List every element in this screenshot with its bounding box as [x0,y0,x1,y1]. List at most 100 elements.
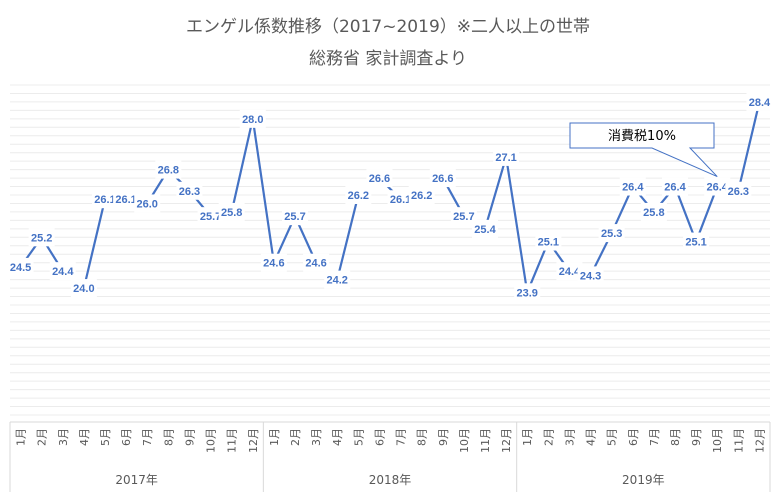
month-tick-label: 1月 [521,428,534,446]
data-label-bg [49,262,76,281]
month-tick-label: 9月 [437,428,450,446]
month-tick-label: 8月 [162,428,175,446]
data-label-bg [366,169,393,188]
month-tick-label: 9月 [183,428,196,446]
data-label-bg [239,109,266,128]
data-label: 26.3 [728,186,749,198]
data-label-bg [746,92,773,111]
data-label-bg [28,228,55,247]
data-label-bg [70,279,97,298]
month-tick-label: 6月 [627,428,640,446]
data-label-bg [556,262,583,281]
data-label: 26.6 [369,173,390,185]
data-label-bg [472,219,498,238]
month-tick-label: 12月 [500,428,513,453]
data-label: 26.2 [411,190,432,202]
data-label-bg [7,257,34,276]
data-label: 27.1 [495,152,516,164]
data-label-bg [387,190,414,209]
year-tick-label: 2019年 [622,473,665,487]
month-tick-label: 3月 [310,428,323,446]
month-tick-label: 10月 [711,428,724,453]
month-tick-label: 9月 [690,428,703,446]
data-label: 26.1 [390,194,411,206]
month-tick-label: 8月 [669,428,682,446]
month-tick-label: 6月 [373,428,386,446]
month-tick-label: 4月 [78,428,91,446]
month-tick-label: 5月 [352,428,365,446]
data-label: 26.3 [179,186,200,198]
month-tick-label: 4月 [585,428,598,446]
data-label-bg [683,232,710,251]
data-label: 26.4 [707,182,729,194]
month-tick-label: 1月 [15,428,28,446]
data-label: 25.7 [200,211,221,223]
data-label: 26.4 [622,182,644,194]
month-tick-label: 11月 [479,428,492,453]
data-label: 28.4 [749,97,771,109]
month-tick-label: 7月 [395,428,408,446]
data-label: 25.7 [453,211,474,223]
data-label: 23.9 [517,287,538,299]
data-label-bg [113,190,140,209]
month-tick-label: 3月 [563,428,576,446]
data-label-bg [197,207,224,226]
data-label-bg [218,202,245,221]
month-tick-label: 11月 [732,428,745,453]
data-label-bg [282,207,308,226]
annotation-text: 消費税10% [608,129,676,144]
month-tick-label: 4月 [331,428,344,446]
month-tick-label: 2月 [289,428,302,446]
data-label-bg [303,253,330,272]
month-tick-label: 5月 [99,428,112,446]
data-label: 24.2 [327,275,348,287]
data-label: 26.0 [137,198,158,210]
data-label: 25.8 [643,207,664,219]
month-tick-label: 12月 [247,428,260,453]
data-label-bg [662,177,688,196]
data-label-bg [324,270,351,289]
data-label-bg [704,177,731,196]
month-tick-label: 8月 [416,428,429,446]
data-label: 24.6 [305,258,326,270]
month-tick-label: 3月 [57,428,70,446]
data-label: 24.0 [73,283,94,295]
data-label: 26.8 [158,165,179,177]
data-label-bg [345,186,372,204]
data-label: 26.4 [664,182,686,194]
data-label: 24.3 [580,270,601,282]
month-tick-label: 12月 [753,428,766,453]
month-tick-label: 10月 [458,428,471,453]
data-label-bg [577,266,604,285]
month-tick-label: 7月 [141,428,154,446]
chart-subtitle: 総務省 家計調査より [308,49,468,69]
month-tick-label: 2月 [542,428,555,446]
data-label: 25.4 [474,224,496,236]
chart-title: エンゲル係数推移（2017~2019）※二人以上の世帯 [185,17,590,37]
data-label-bg [493,147,520,166]
data-label-bg [429,169,456,188]
data-label: 28.0 [242,114,263,126]
data-label: 25.2 [31,232,52,244]
month-tick-label: 5月 [606,428,619,446]
data-label-bg [260,253,287,272]
year-tick-label: 2018年 [369,473,412,487]
data-label: 25.1 [685,237,706,249]
data-label-bg [598,224,625,243]
data-label-bg [408,186,435,204]
data-label: 26.6 [432,173,453,185]
data-label-bg [514,283,541,302]
data-label: 25.1 [538,237,559,249]
data-label: 26.1 [115,194,136,206]
data-label-bg [535,232,562,251]
data-label: 24.6 [263,258,284,270]
data-label-bg [450,207,477,226]
month-tick-label: 7月 [648,428,661,446]
data-label: 24.4 [559,266,581,278]
data-label-bg [640,202,667,221]
month-tick-label: 1月 [268,428,281,446]
month-tick-label: 10月 [205,428,218,453]
data-label-bg [92,190,118,209]
month-tick-label: 6月 [120,428,133,446]
data-label: 25.3 [601,228,622,240]
